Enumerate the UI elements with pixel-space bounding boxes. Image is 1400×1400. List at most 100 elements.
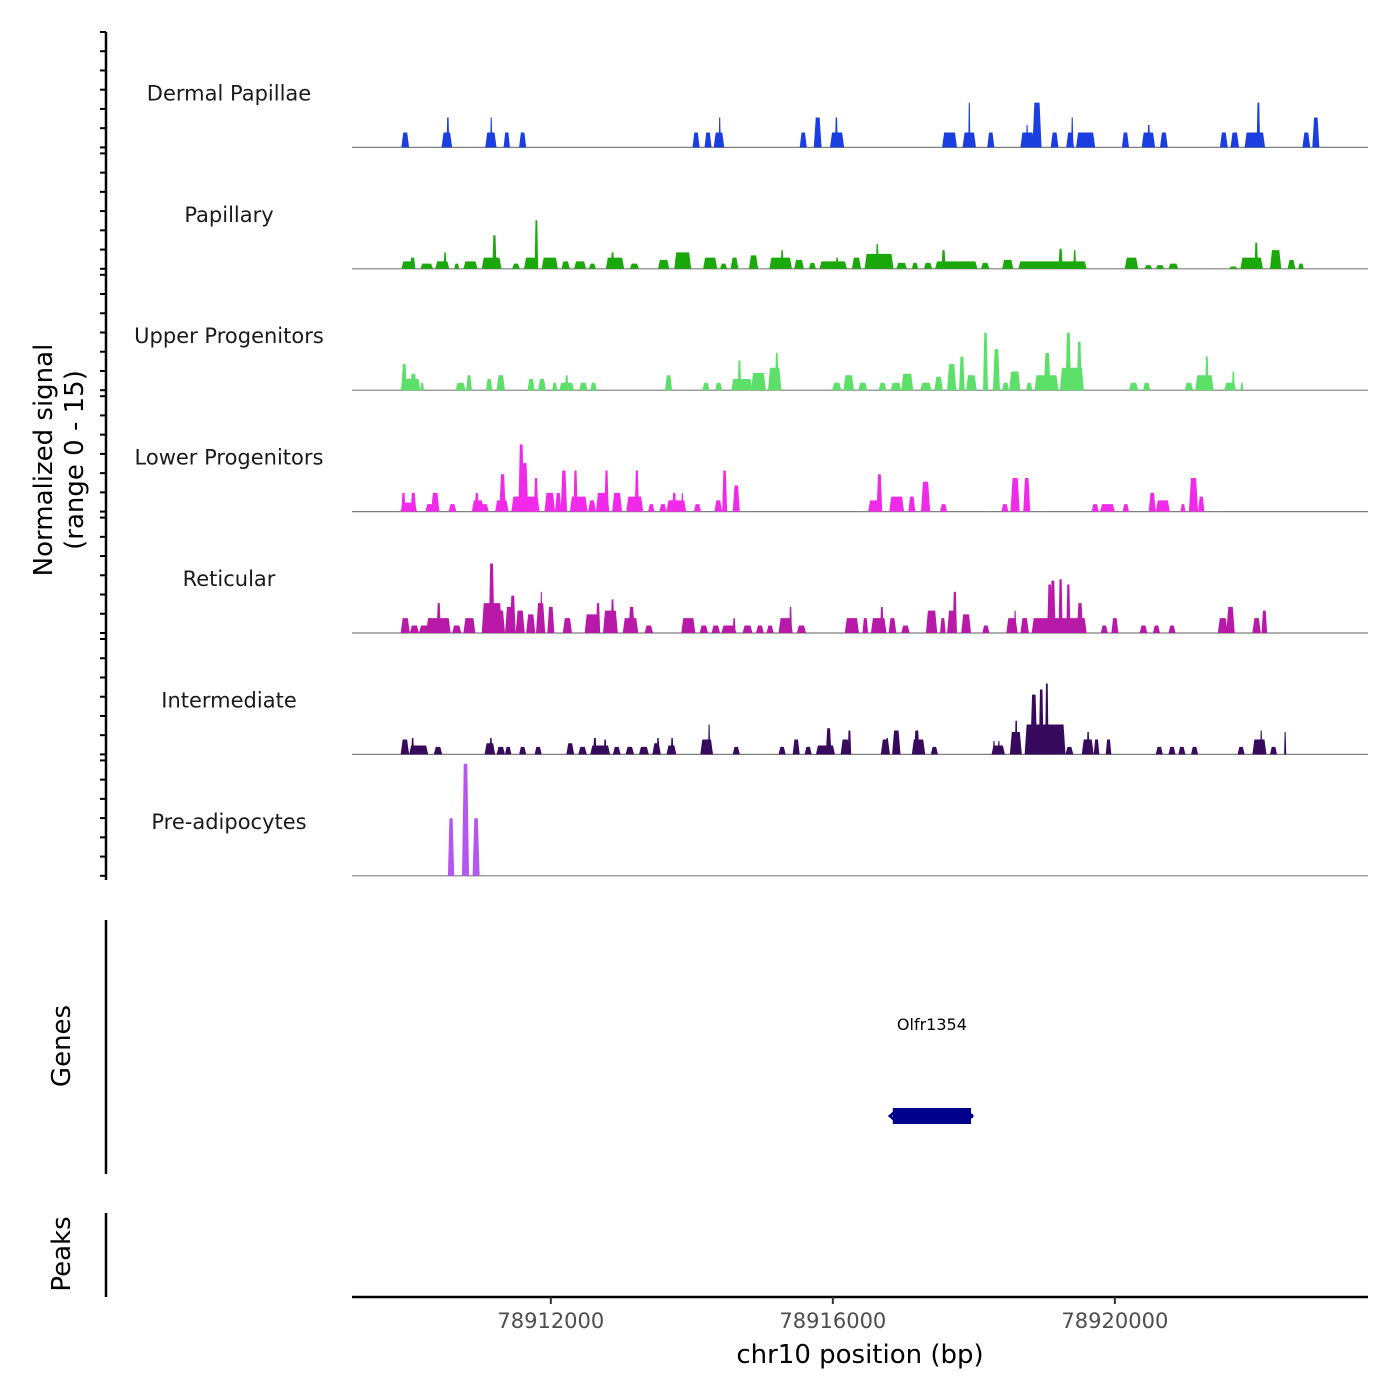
signal-peak [593, 737, 597, 755]
signal-peak [847, 730, 852, 755]
signal-peak [512, 263, 520, 269]
signal-peak [1100, 625, 1108, 633]
signal-peak [947, 364, 957, 391]
signal-peak [1152, 625, 1161, 633]
signal-peak [533, 478, 539, 512]
signal-peak [815, 745, 835, 755]
genes-track: Olfr1354 [887, 1015, 974, 1124]
signal-peak [942, 132, 957, 148]
signal-peak [1180, 504, 1186, 512]
signal-peak [796, 625, 807, 633]
signal-peak [908, 496, 916, 512]
y-axis-title: Normalized signal (range 0 - 15) [29, 344, 90, 577]
signal-peak [666, 500, 687, 512]
signal-peak [737, 360, 742, 391]
signal-peak [430, 492, 440, 512]
signal-peak [562, 618, 572, 633]
signal-peak [901, 373, 914, 391]
signal-peak [1231, 371, 1235, 391]
gene-end-marker [968, 1113, 974, 1119]
signal-peak [409, 625, 419, 633]
signal-peak [573, 470, 578, 512]
signal-peak [595, 603, 601, 633]
signal-peak [808, 262, 816, 269]
signal-peak [1191, 746, 1199, 755]
signal-peak [732, 618, 736, 633]
signal-peak [1002, 259, 1014, 269]
signal-peak [804, 746, 812, 755]
signal-peak [629, 263, 639, 269]
signal-peak [722, 470, 728, 512]
signal-peak [885, 737, 889, 755]
signal-peak [1237, 746, 1245, 755]
signal-peak [1144, 265, 1153, 269]
signal-peak [968, 102, 971, 148]
signal-peak [489, 737, 493, 755]
track-lower-progenitors: Lower Progenitors [135, 444, 1368, 513]
signal-peak [708, 724, 711, 755]
track-reticular: Reticular [183, 563, 1368, 634]
signal-peak [526, 614, 536, 633]
track-label-pre-adipocytes: Pre-adipocytes [151, 810, 306, 834]
signal-peak [1195, 375, 1214, 391]
signal-peak [401, 364, 407, 391]
signal-peak [409, 257, 416, 269]
signal-peak [1093, 739, 1100, 755]
signal-peak [495, 610, 505, 633]
signal-peak [435, 261, 450, 269]
signal-peak [612, 746, 621, 755]
signal-peak [1240, 257, 1263, 269]
signal-peak [731, 379, 753, 391]
signal-peak [420, 263, 434, 269]
signal-peak [605, 257, 625, 269]
signal-peak [896, 262, 907, 269]
signal-peak [466, 375, 472, 391]
signal-peak [1065, 746, 1074, 755]
track-label-upper-progenitors: Upper Progenitors [134, 324, 324, 348]
signal-peak [1050, 132, 1059, 148]
signal-peak [552, 382, 558, 391]
signal-peak [1312, 117, 1320, 148]
signal-peak [1226, 606, 1235, 633]
track-upper-progenitors: Upper Progenitors [134, 324, 1368, 391]
signal-peak [1155, 265, 1165, 269]
signal-peak [625, 746, 635, 755]
signal-peak [1058, 579, 1063, 633]
peaks-track-label: Peaks [47, 1216, 77, 1291]
signal-peak [481, 257, 502, 269]
signal-peak [980, 262, 990, 269]
signal-peak [940, 618, 946, 633]
signal-peak [436, 603, 441, 633]
signal-peak [1168, 625, 1176, 633]
signal-peak [1124, 257, 1139, 269]
signal-peak [901, 625, 910, 633]
signal-peak [1026, 125, 1029, 148]
signal-peak [778, 746, 786, 755]
signal-peak [657, 259, 670, 269]
signal-peak [503, 132, 510, 148]
signal-peak [569, 496, 588, 512]
signal-peak [844, 618, 859, 633]
signal-peak [452, 625, 462, 633]
signal-peak [1147, 125, 1151, 148]
signal-peak [1184, 382, 1194, 391]
signal-peak [1252, 739, 1267, 755]
signal-peak [792, 739, 800, 755]
signal-peak [455, 382, 466, 391]
signal-peak [578, 746, 587, 755]
signal-peak [634, 470, 639, 512]
signal-peak [982, 625, 990, 633]
signal-peak [825, 728, 832, 755]
signal-peak [1014, 720, 1018, 755]
signal-peak [446, 117, 450, 148]
signal-peak [447, 818, 455, 876]
signal-peak [534, 220, 539, 269]
signal-peak [1252, 618, 1261, 633]
signal-peak [1043, 352, 1051, 391]
signal-peak [1018, 261, 1087, 269]
signal-peak [813, 117, 822, 148]
signal-peak [499, 474, 506, 512]
signal-peak [925, 610, 938, 633]
signal-peak [876, 474, 883, 512]
